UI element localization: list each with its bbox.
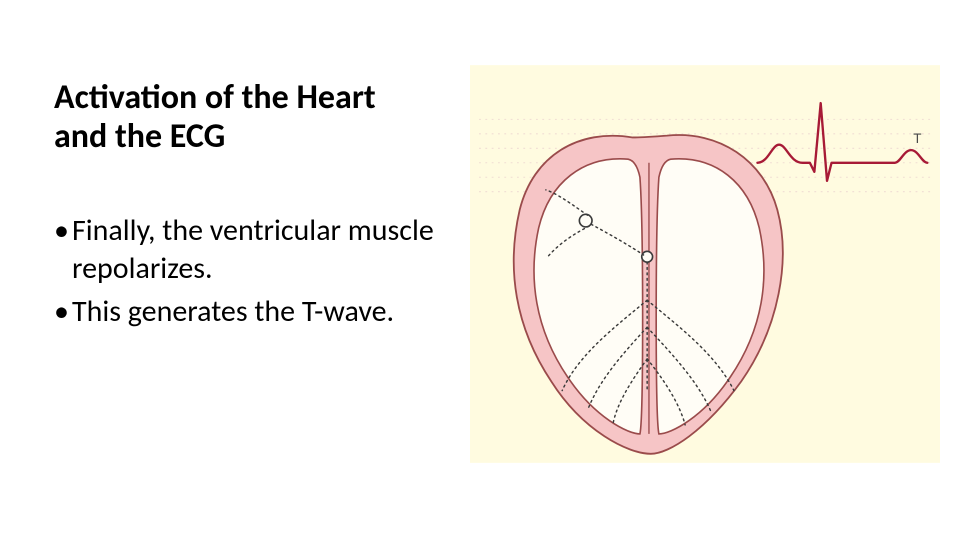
heart-ecg-figure: T	[470, 64, 940, 464]
av-node-icon	[642, 251, 653, 262]
bullet-item: This generates the T-wave.	[54, 293, 434, 331]
sa-node-icon	[579, 214, 592, 227]
bullet-list: Finally, the ventricular muscle repolari…	[54, 212, 434, 331]
bullet-item: Finally, the ventricular muscle repolari…	[54, 212, 434, 287]
t-wave-label: T	[913, 131, 921, 146]
text-column: Activation of the Heart and the ECG Fina…	[54, 78, 434, 337]
slide: Activation of the Heart and the ECG Fina…	[0, 0, 960, 540]
figure-svg: T	[470, 64, 940, 464]
slide-title: Activation of the Heart and the ECG	[54, 78, 434, 156]
